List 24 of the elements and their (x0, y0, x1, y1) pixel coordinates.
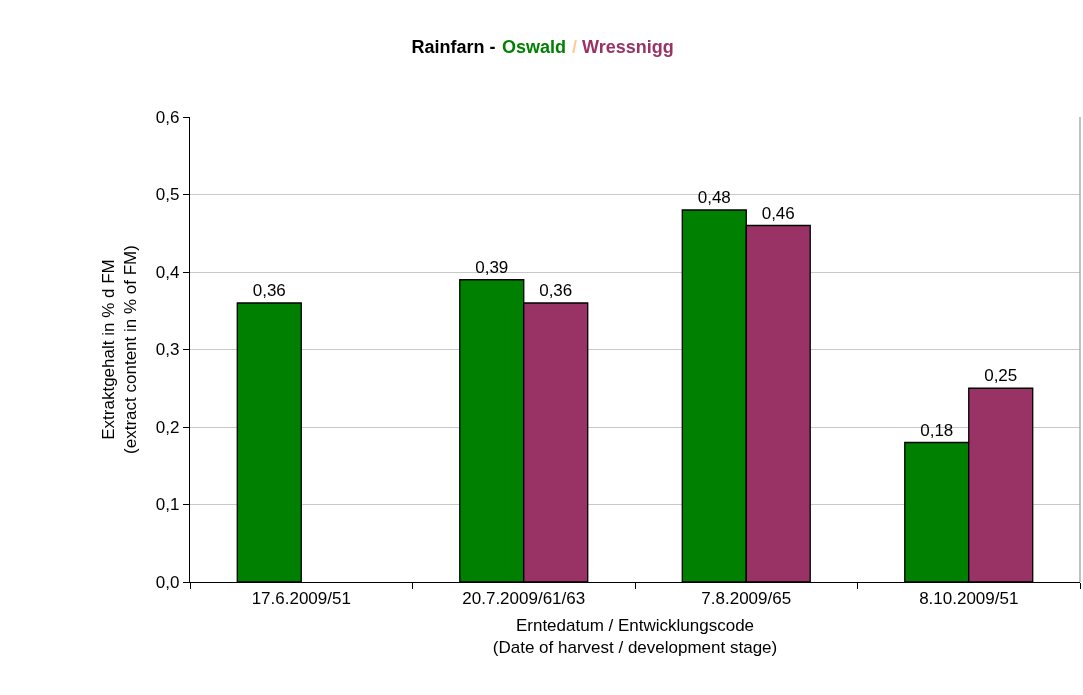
data-label: 0,36 (539, 281, 573, 300)
x-tick-label: 7.8.2009/65 (701, 588, 792, 608)
y-tick-label: 0,4 (155, 262, 180, 282)
y-tick-label: 0,1 (155, 495, 180, 515)
data-label: 0,48 (697, 188, 731, 207)
x-tick-label: 17.6.2009/51 (251, 588, 351, 608)
x-axis-title: Erntedatum / Entwicklungscode (Date of harvest / development stage) (492, 615, 778, 658)
chart-title: Rainfarn - (411, 37, 496, 58)
data-label: 0,39 (475, 257, 509, 277)
y-tick-label: 0,6 (155, 107, 180, 127)
y-axis-title: Extraktgehalt in % d FM (extract content in % of FM) (99, 245, 141, 454)
x-tick-label: 20.7.2009/61/63 (462, 588, 586, 608)
text: Wressnigg (582, 37, 674, 57)
y-tick-label: 0,0 (155, 572, 180, 592)
x-tick-label: 8.10.2009/51 (919, 588, 1019, 608)
y-tick-label: 0,5 (155, 185, 180, 205)
data-label: 0,18 (920, 420, 954, 440)
data-label: 0,46 (761, 203, 795, 223)
y-tick-label: 0,2 (155, 417, 180, 437)
text: Oswald (502, 37, 567, 57)
data-label: 0,25 (984, 366, 1018, 386)
text: / (572, 37, 578, 57)
y-tick-label: 0,3 (155, 340, 180, 360)
data-label: 0,36 (252, 281, 286, 300)
